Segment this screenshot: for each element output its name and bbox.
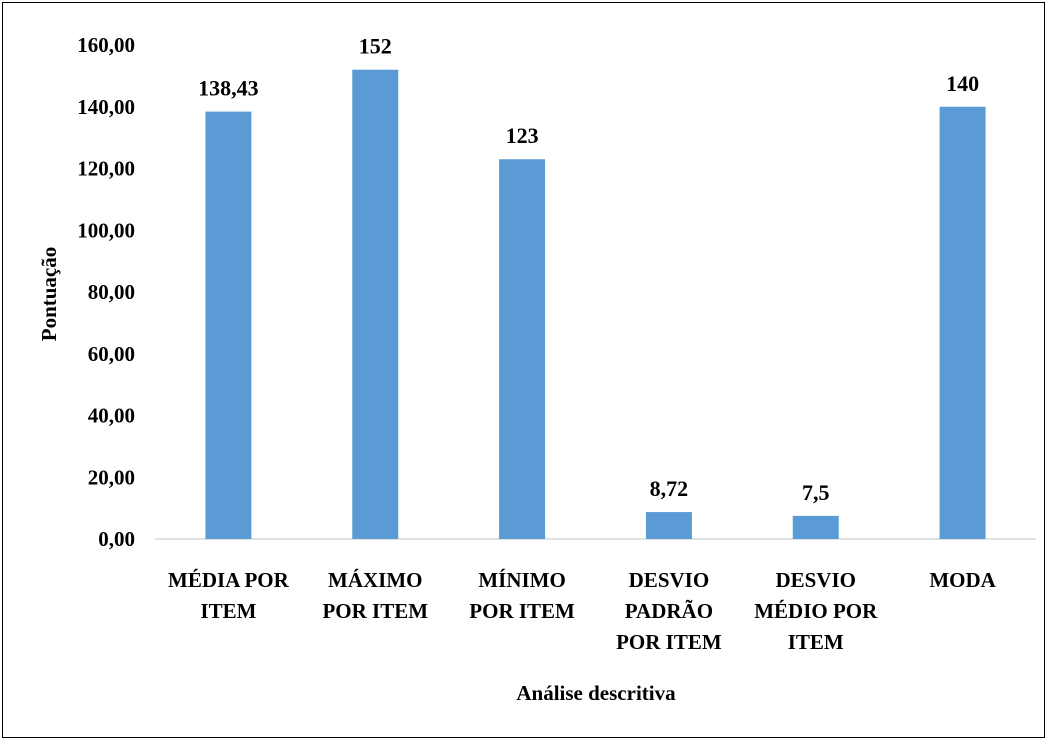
data-label: 152: [359, 34, 392, 59]
data-label: 140: [946, 71, 979, 96]
y-axis-ticks: 0,00 20,00 40,00 60,00 80,00 100,00 120,00 140,…: [77, 33, 135, 551]
bar: [205, 111, 252, 539]
y-tick-label: 160,00: [77, 33, 135, 57]
x-category-label: DESVIO PADRÃO POR ITEM: [616, 568, 722, 654]
bar: [645, 512, 692, 539]
x-category-label: DESVIO MÉDIO POR ITEM: [754, 568, 878, 654]
y-axis-title: Pontuação: [37, 247, 61, 342]
x-category-label: MÍNIMO POR ITEM: [469, 568, 575, 623]
data-label: 123: [506, 123, 539, 148]
data-label: 8,72: [650, 476, 689, 501]
bar: [792, 515, 839, 539]
bar: [352, 69, 399, 539]
y-tick-label: 100,00: [77, 218, 135, 242]
x-category-label: MÁXIMO POR ITEM: [322, 568, 428, 623]
bar: [499, 159, 546, 540]
data-label: 7,5: [802, 480, 830, 505]
y-tick-label: 120,00: [77, 157, 135, 181]
y-tick-label: 60,00: [88, 342, 135, 366]
x-axis-categories: MÉDIA POR ITEM MÁXIMO POR ITEM MÍNIMO POR ITE…: [168, 568, 997, 654]
data-label: 138,43: [198, 76, 259, 101]
x-category-label: MODA: [929, 568, 996, 592]
y-tick-label: 40,00: [88, 404, 135, 428]
bar: [939, 106, 986, 539]
y-tick-label: 80,00: [88, 280, 135, 304]
x-category-label: MÉDIA POR ITEM: [168, 568, 290, 623]
y-tick-label: 20,00: [88, 465, 135, 489]
bars: [205, 69, 986, 540]
x-axis-title: Análise descritiva: [516, 681, 676, 705]
y-tick-label: 140,00: [77, 95, 135, 119]
y-tick-label: 0,00: [98, 527, 135, 551]
data-labels: 138,43 152 123 8,72 7,5 140: [198, 34, 979, 505]
